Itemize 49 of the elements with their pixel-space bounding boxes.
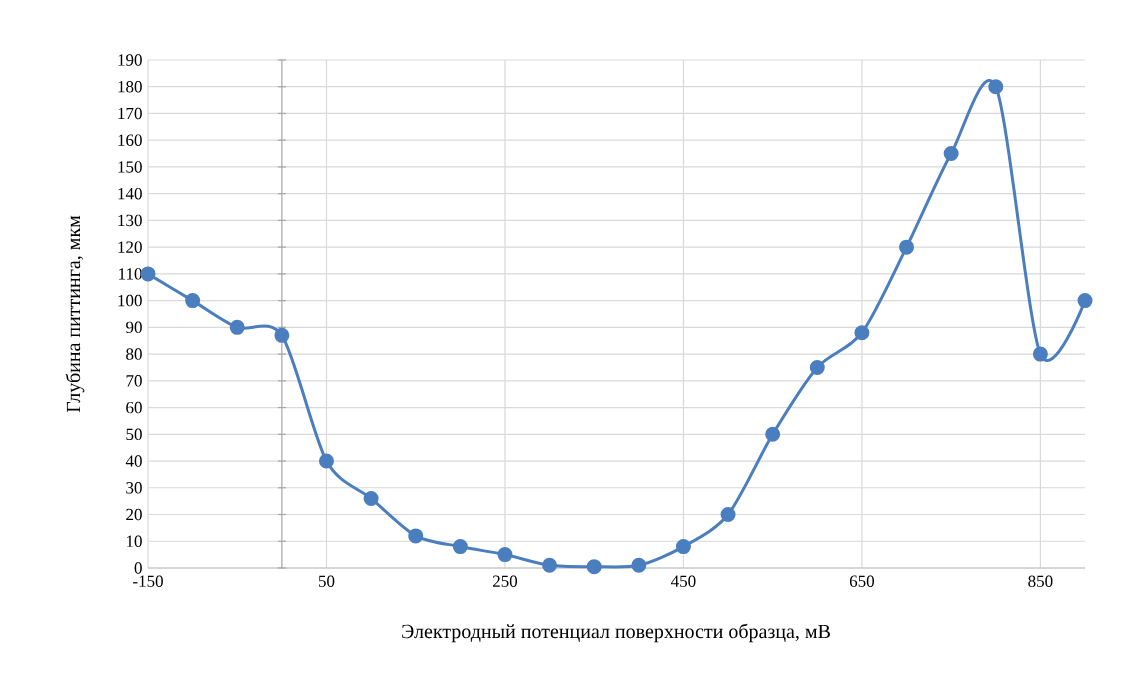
x-axis-title: Электродный потенциал поверхности образца, мВ bbox=[402, 623, 830, 643]
point bbox=[765, 426, 781, 442]
x-tick-label: -150 bbox=[133, 575, 163, 587]
point bbox=[899, 239, 915, 255]
point bbox=[988, 79, 1004, 95]
y-tick-label: 0 bbox=[134, 562, 142, 574]
y-tick-label: 40 bbox=[125, 455, 142, 467]
x-tick-label: 250 bbox=[492, 575, 518, 587]
y-tick-label: 60 bbox=[126, 401, 142, 414]
y-tick-label: 100 bbox=[118, 294, 142, 307]
point bbox=[185, 293, 201, 309]
y-tick-label: 130 bbox=[118, 214, 142, 227]
y-tick-label: 170 bbox=[118, 107, 142, 120]
y-tick-label: 190 bbox=[118, 54, 142, 66]
x-tick-label: 850 bbox=[1028, 575, 1053, 587]
y-tick-label: 70 bbox=[126, 375, 142, 387]
point bbox=[943, 146, 959, 162]
point bbox=[631, 557, 647, 573]
point bbox=[363, 490, 379, 506]
y-tick-label: 90 bbox=[126, 321, 142, 334]
point bbox=[1032, 346, 1048, 362]
x-tick-label: 450 bbox=[671, 575, 696, 587]
point bbox=[452, 539, 468, 555]
point bbox=[542, 557, 558, 573]
y-tick-label: 30 bbox=[126, 482, 142, 494]
x-tick-label: 650 bbox=[849, 575, 875, 587]
y-tick-label: 120 bbox=[118, 241, 142, 253]
y-tick-label: 150 bbox=[118, 161, 142, 173]
x-tick-label: 50 bbox=[318, 575, 335, 587]
point bbox=[318, 453, 334, 469]
y-tick-label: 10 bbox=[126, 535, 142, 547]
y-tick-label: 160 bbox=[118, 134, 142, 146]
point bbox=[497, 547, 513, 563]
point bbox=[140, 266, 156, 282]
y-tick-label: 80 bbox=[126, 348, 142, 360]
y-tick-label: 180 bbox=[118, 80, 142, 93]
point bbox=[408, 528, 424, 544]
point bbox=[229, 319, 245, 335]
y-axis-title: Глубина питтинга, мкм bbox=[65, 215, 85, 413]
point bbox=[809, 359, 825, 375]
point bbox=[1077, 293, 1093, 309]
point bbox=[720, 507, 736, 523]
y-tick-label: 140 bbox=[118, 187, 142, 200]
y-tick-label: 20 bbox=[126, 508, 142, 521]
y-tick-label: 50 bbox=[126, 428, 142, 441]
point bbox=[854, 325, 870, 341]
point bbox=[586, 559, 602, 575]
point bbox=[675, 539, 691, 555]
point bbox=[274, 327, 290, 343]
